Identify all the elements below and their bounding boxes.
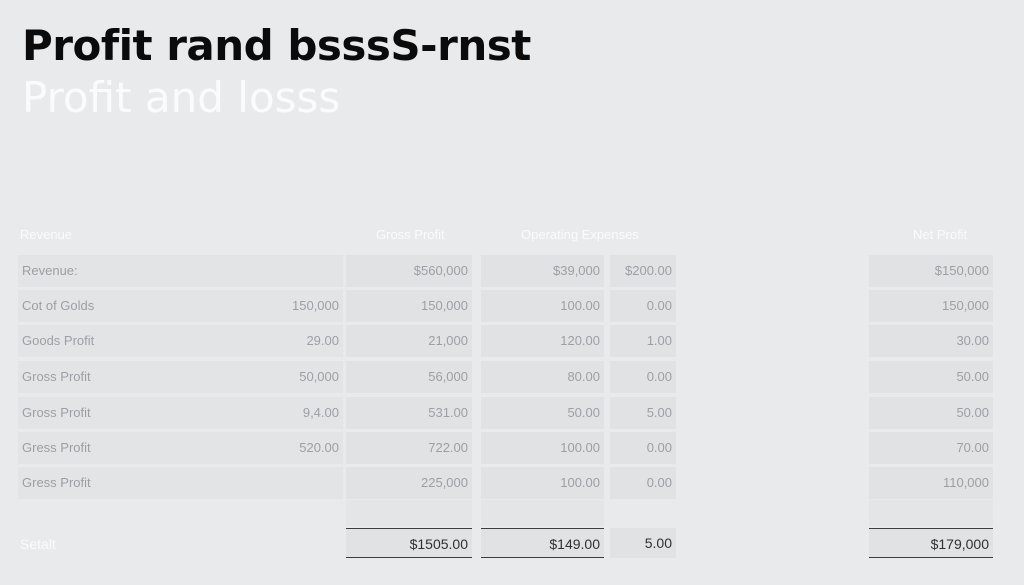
total-operating-expenses: $149.00: [481, 528, 604, 558]
cell-revenue-value: 50,000: [299, 369, 339, 384]
page-title: Profit rand bsssS-rnst: [22, 21, 531, 70]
cell-revenue-value: 29.00: [306, 333, 339, 348]
cell-gross-profit: 150,000: [346, 290, 472, 322]
cell-operating-other: 0.00: [610, 432, 676, 464]
cell-operating-other: 0.00: [610, 467, 676, 499]
column-header-operating-expenses: Operating Expenses: [521, 227, 639, 242]
cell-revenue-value: [18, 255, 343, 287]
cell-operating-expenses: 100.00: [481, 290, 604, 322]
cell-operating-expenses: 100.00: [481, 467, 604, 499]
column-header-net-profit: Net Profit: [913, 227, 968, 242]
cell-operating-expenses: 80.00: [481, 361, 604, 393]
total-net-profit: $179,000: [869, 528, 993, 558]
cell-net-profit: 150,000: [869, 290, 993, 322]
total-gross-profit: $1505.00: [346, 528, 472, 558]
cell-operating-other: 5.00: [610, 397, 676, 429]
row-label: Gress Profit: [18, 432, 343, 464]
cell-gross-profit: $560,000: [346, 255, 472, 287]
row-label: Cot of Golds: [18, 290, 343, 322]
cell-revenue-value: [18, 467, 343, 499]
spacer-cell: [346, 500, 472, 526]
total-other: 5.00: [610, 528, 676, 558]
spacer-cell: [869, 500, 993, 526]
cell-revenue-value: 150,000: [292, 298, 339, 313]
cell-gross-profit: 21,000: [346, 325, 472, 357]
cell-operating-expenses: 50.00: [481, 397, 604, 429]
cell-net-profit: 110,000: [869, 467, 993, 499]
cell-operating-expenses: 120.00: [481, 325, 604, 357]
cell-operating-expenses: $39,000: [481, 255, 604, 287]
cell-net-profit: $150,000: [869, 255, 993, 287]
cell-operating-other: 0.00: [610, 290, 676, 322]
cell-revenue-value: 520.00: [299, 440, 339, 455]
row-label: Gross Profit: [18, 397, 343, 429]
row-label: Gross Profit: [18, 361, 343, 393]
totals-label: Setalt: [20, 536, 56, 552]
row-label: Goods Profit: [18, 325, 343, 357]
column-header-gross-profit: Gross Profit: [376, 227, 445, 242]
cell-operating-expenses: 100.00: [481, 432, 604, 464]
cell-net-profit: 30.00: [869, 325, 993, 357]
cell-gross-profit: 225,000: [346, 467, 472, 499]
cell-gross-profit: 531.00: [346, 397, 472, 429]
row-label: Revenue:: [18, 255, 343, 287]
spacer-cell: [481, 500, 604, 526]
row-label: Gress Profit: [18, 467, 343, 499]
cell-revenue-value: 9,4.00: [302, 405, 339, 420]
column-header-revenue: Revenue: [20, 227, 73, 242]
page-subtitle: Profit and losss: [22, 73, 341, 122]
cell-operating-other: 0.00: [610, 361, 676, 393]
cell-net-profit: 70.00: [869, 432, 993, 464]
cell-operating-other: 1.00: [610, 325, 676, 357]
cell-operating-other: $200.00: [610, 255, 676, 287]
cell-net-profit: 50.00: [869, 361, 993, 393]
cell-gross-profit: 722.00: [346, 432, 472, 464]
cell-net-profit: 50.00: [869, 397, 993, 429]
cell-gross-profit: 56,000: [346, 361, 472, 393]
